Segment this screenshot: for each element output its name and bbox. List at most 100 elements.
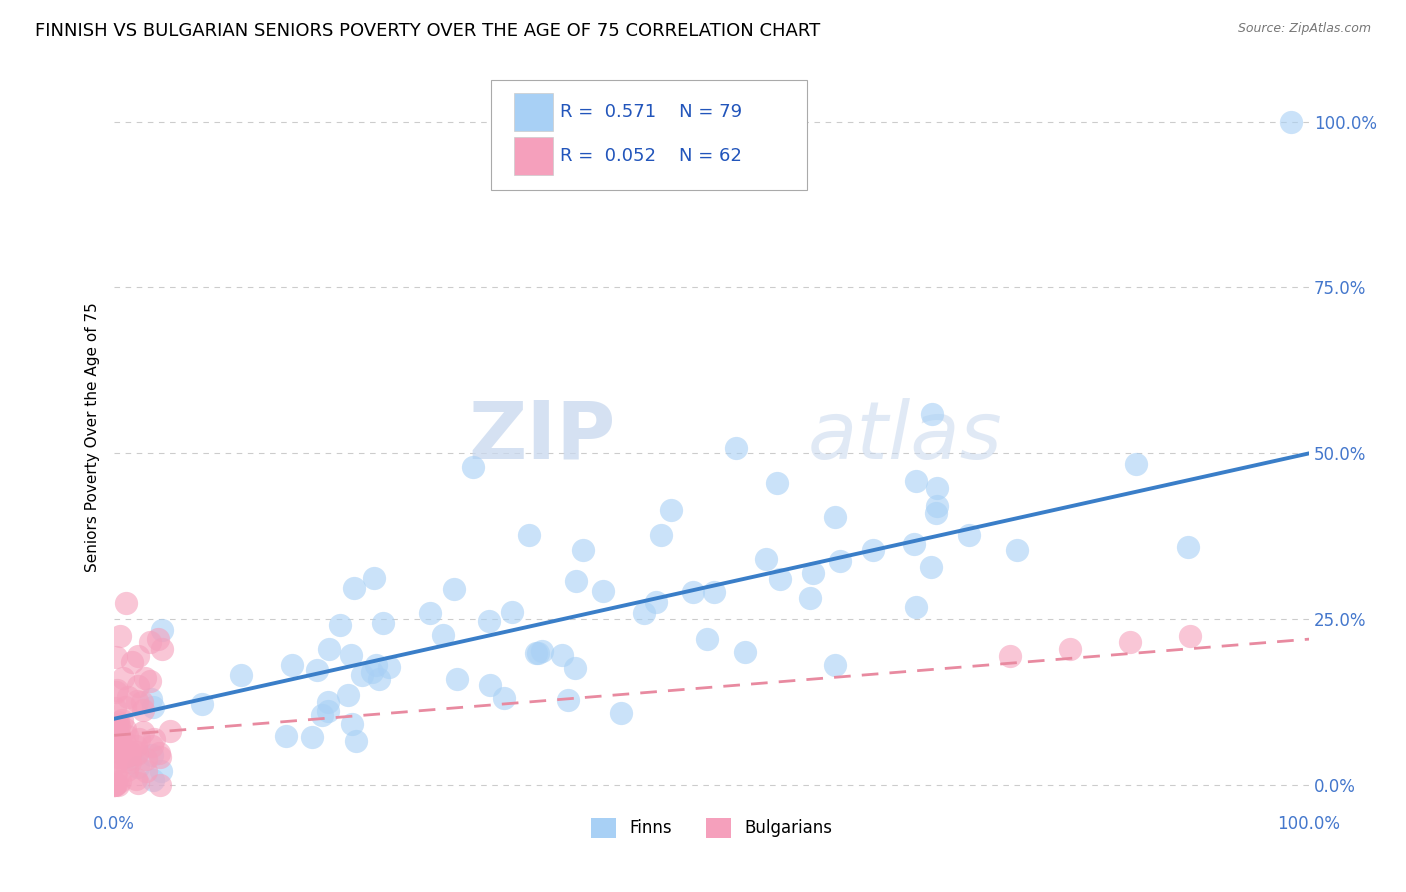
- Point: [957, 528, 980, 542]
- Point: [905, 600, 928, 615]
- Point: [364, 657, 387, 672]
- Point: [734, 645, 756, 659]
- Point: [1177, 540, 1199, 554]
- Point: [373, 615, 395, 630]
- Point: [115, 729, 138, 743]
- Point: [104, 685, 127, 699]
- Point: [920, 560, 942, 574]
- Point: [104, 765, 127, 780]
- Point: [419, 606, 441, 620]
- Point: [104, 744, 127, 758]
- Point: [135, 764, 157, 779]
- Point: [131, 703, 153, 717]
- Point: [478, 614, 501, 628]
- Point: [104, 778, 127, 792]
- Point: [112, 733, 135, 747]
- Point: [318, 642, 340, 657]
- Point: [115, 596, 138, 610]
- Point: [925, 481, 948, 495]
- Point: [343, 582, 366, 596]
- Point: [150, 642, 173, 657]
- Point: [1059, 642, 1081, 657]
- Point: [139, 691, 162, 706]
- Point: [592, 583, 614, 598]
- Point: [824, 658, 846, 673]
- Point: [824, 510, 846, 524]
- Point: [104, 650, 127, 665]
- Point: [517, 527, 540, 541]
- Point: [139, 674, 162, 689]
- Point: [104, 701, 127, 715]
- Point: [229, 668, 252, 682]
- Point: [461, 459, 484, 474]
- Point: [103, 778, 125, 792]
- Point: [571, 543, 593, 558]
- Text: ZIP: ZIP: [468, 398, 616, 475]
- Point: [141, 699, 163, 714]
- Point: [104, 726, 127, 740]
- Point: [363, 571, 385, 585]
- Point: [361, 665, 384, 679]
- Point: [1000, 648, 1022, 663]
- Point: [1119, 635, 1142, 649]
- Point: [150, 764, 173, 778]
- Y-axis label: Seniors Poverty Over the Age of 75: Seniors Poverty Over the Age of 75: [86, 301, 100, 572]
- Point: [139, 635, 162, 649]
- Point: [107, 778, 129, 792]
- Point: [103, 730, 125, 744]
- Point: [828, 554, 851, 568]
- Point: [125, 747, 148, 762]
- Point: [432, 628, 454, 642]
- Point: [114, 699, 136, 714]
- Point: [557, 693, 579, 707]
- Point: [110, 730, 132, 744]
- Point: [159, 724, 181, 739]
- Point: [110, 739, 132, 754]
- Point: [905, 474, 928, 488]
- Point: [127, 679, 149, 693]
- Point: [755, 552, 778, 566]
- Point: [118, 745, 141, 759]
- Point: [531, 644, 554, 658]
- Point: [131, 695, 153, 709]
- Point: [316, 695, 339, 709]
- Point: [146, 632, 169, 647]
- Point: [446, 672, 468, 686]
- Point: [501, 605, 523, 619]
- Point: [132, 724, 155, 739]
- Point: [524, 646, 547, 660]
- Point: [725, 441, 748, 455]
- Point: [921, 408, 943, 422]
- Point: [111, 671, 134, 685]
- Point: [316, 705, 339, 719]
- Point: [125, 772, 148, 786]
- Point: [645, 595, 668, 609]
- Point: [148, 747, 170, 761]
- Point: [1125, 457, 1147, 471]
- Point: [117, 690, 139, 704]
- Point: [104, 736, 127, 750]
- Point: [682, 584, 704, 599]
- Point: [377, 660, 399, 674]
- Point: [117, 748, 139, 763]
- Point: [191, 697, 214, 711]
- Text: Source: ZipAtlas.com: Source: ZipAtlas.com: [1237, 22, 1371, 36]
- Point: [135, 752, 157, 766]
- Point: [551, 648, 574, 662]
- Point: [107, 728, 129, 742]
- Point: [150, 623, 173, 637]
- Point: [862, 542, 884, 557]
- Point: [142, 772, 165, 787]
- Point: [903, 536, 925, 550]
- FancyBboxPatch shape: [515, 93, 553, 131]
- Point: [305, 663, 328, 677]
- Point: [274, 729, 297, 743]
- Point: [114, 723, 136, 737]
- Point: [478, 678, 501, 692]
- Point: [769, 572, 792, 586]
- Point: [120, 756, 142, 770]
- Text: R =  0.571    N = 79: R = 0.571 N = 79: [560, 103, 742, 121]
- Point: [111, 713, 134, 727]
- Point: [105, 717, 128, 731]
- Point: [564, 660, 586, 674]
